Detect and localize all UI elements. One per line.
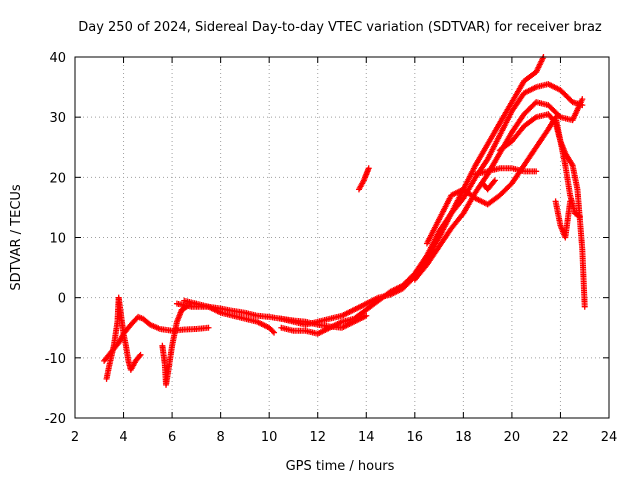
series-track-e	[181, 297, 278, 336]
x-tick-label: 8	[216, 430, 224, 445]
data-points	[101, 54, 588, 388]
data-point	[581, 303, 588, 310]
series-track-n	[355, 165, 372, 193]
y-axis-label: SDTVAR / TECUs	[9, 184, 24, 291]
data-point	[491, 177, 498, 184]
x-axis-label: GPS time / hours	[286, 459, 395, 474]
y-tick-label: 10	[49, 232, 66, 247]
y-tick-label: 0	[58, 292, 66, 307]
chart-title: Day 250 of 2024, Sidereal Day-to-day VTE…	[78, 20, 602, 35]
series-track-i	[423, 114, 583, 247]
x-tick-label: 16	[407, 430, 424, 445]
x-tick-label: 20	[504, 430, 521, 445]
x-tick-label: 12	[309, 430, 326, 445]
x-tick-label: 4	[119, 430, 127, 445]
y-tick-label: 20	[49, 171, 66, 186]
x-tick-label: 18	[455, 430, 472, 445]
data-point	[533, 168, 540, 175]
x-tick-label: 2	[71, 430, 79, 445]
x-tick-label: 6	[168, 430, 176, 445]
series-track-h	[411, 96, 586, 283]
data-point	[137, 351, 144, 358]
series-track-m	[552, 198, 574, 241]
y-tick-label: 30	[49, 111, 66, 126]
data-point	[490, 178, 497, 185]
y-tick-label: 40	[49, 51, 66, 66]
x-tick-label: 14	[358, 430, 375, 445]
series-track-k	[479, 177, 498, 193]
data-point	[365, 165, 372, 172]
y-tick-label: -20	[45, 412, 66, 427]
series-track-l	[496, 111, 588, 310]
data-point	[271, 329, 278, 336]
data-point	[567, 198, 574, 205]
data-point	[136, 353, 143, 360]
series-track-c	[159, 303, 190, 388]
data-point	[205, 324, 212, 331]
x-tick-label: 24	[601, 430, 618, 445]
y-tick-label: -10	[45, 352, 66, 367]
data-point	[579, 96, 586, 103]
data-point	[363, 312, 370, 319]
data-point	[269, 328, 276, 335]
data-point	[531, 115, 538, 122]
series-track-b	[103, 294, 144, 382]
series-track-j	[472, 165, 540, 178]
x-tick-label: 22	[552, 430, 569, 445]
x-tick-label: 10	[261, 430, 278, 445]
